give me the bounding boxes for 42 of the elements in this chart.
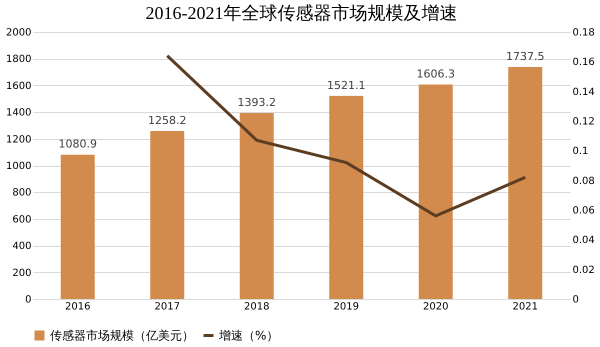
y-tick-label: 1800 — [6, 54, 32, 66]
y-tick-label: 0 — [25, 294, 32, 306]
y2-tick-label: 0.18 — [572, 28, 595, 38]
data-label: 1606.3 — [416, 68, 455, 81]
y2-tick-label: 0.12 — [572, 116, 595, 128]
y-tick-label: 1400 — [6, 108, 32, 119]
y-tick-label: 1000 — [6, 161, 32, 172]
data-label: 1393.2 — [238, 96, 276, 110]
data-label: 1258.2 — [148, 114, 186, 128]
y-tick-label: 200 — [12, 268, 32, 279]
bar — [418, 84, 453, 299]
y-tick-label: 1200 — [6, 134, 32, 146]
y-tick-label: 2000 — [6, 28, 32, 38]
y2-tick-label: 0.14 — [572, 86, 595, 98]
bar — [329, 96, 364, 299]
bar — [60, 154, 95, 299]
legend-label: 传感器市场规模（亿美元） — [50, 328, 194, 342]
y2-tick-label: 0.16 — [572, 57, 595, 68]
x-tick-label: 2020 — [423, 302, 448, 312]
bar — [508, 67, 542, 299]
y2-tick-label: 0.06 — [572, 206, 595, 216]
y-tick-label: 800 — [12, 188, 32, 199]
y2-tick-label: 0.1 — [572, 146, 588, 158]
legend-label: 增速（%） — [218, 328, 278, 342]
y2-tick-label: 0.02 — [572, 264, 595, 276]
data-label: 1737.5 — [506, 50, 544, 64]
y2-tick-label: 0 — [572, 294, 579, 306]
data-label: 1080.9 — [58, 138, 97, 151]
bar — [240, 113, 274, 299]
y-tick-label: 600 — [12, 214, 32, 226]
x-tick-label: 2016 — [65, 302, 90, 312]
y-tick-label: 400 — [12, 241, 32, 252]
x-tick-label: 2021 — [512, 302, 538, 312]
x-tick-label: 2019 — [334, 302, 359, 312]
y-tick-label: 1600 — [6, 80, 32, 92]
bar — [150, 131, 184, 299]
chart-title: 2016-2021年全球传感器市场规模及增速 — [146, 3, 458, 23]
y2-tick-label: 0.08 — [572, 176, 595, 187]
y2-tick-label: 0.04 — [572, 235, 595, 246]
x-tick-label: 2018 — [244, 302, 270, 312]
data-label: 1521.1 — [327, 78, 366, 92]
x-tick-label: 2017 — [154, 302, 180, 312]
